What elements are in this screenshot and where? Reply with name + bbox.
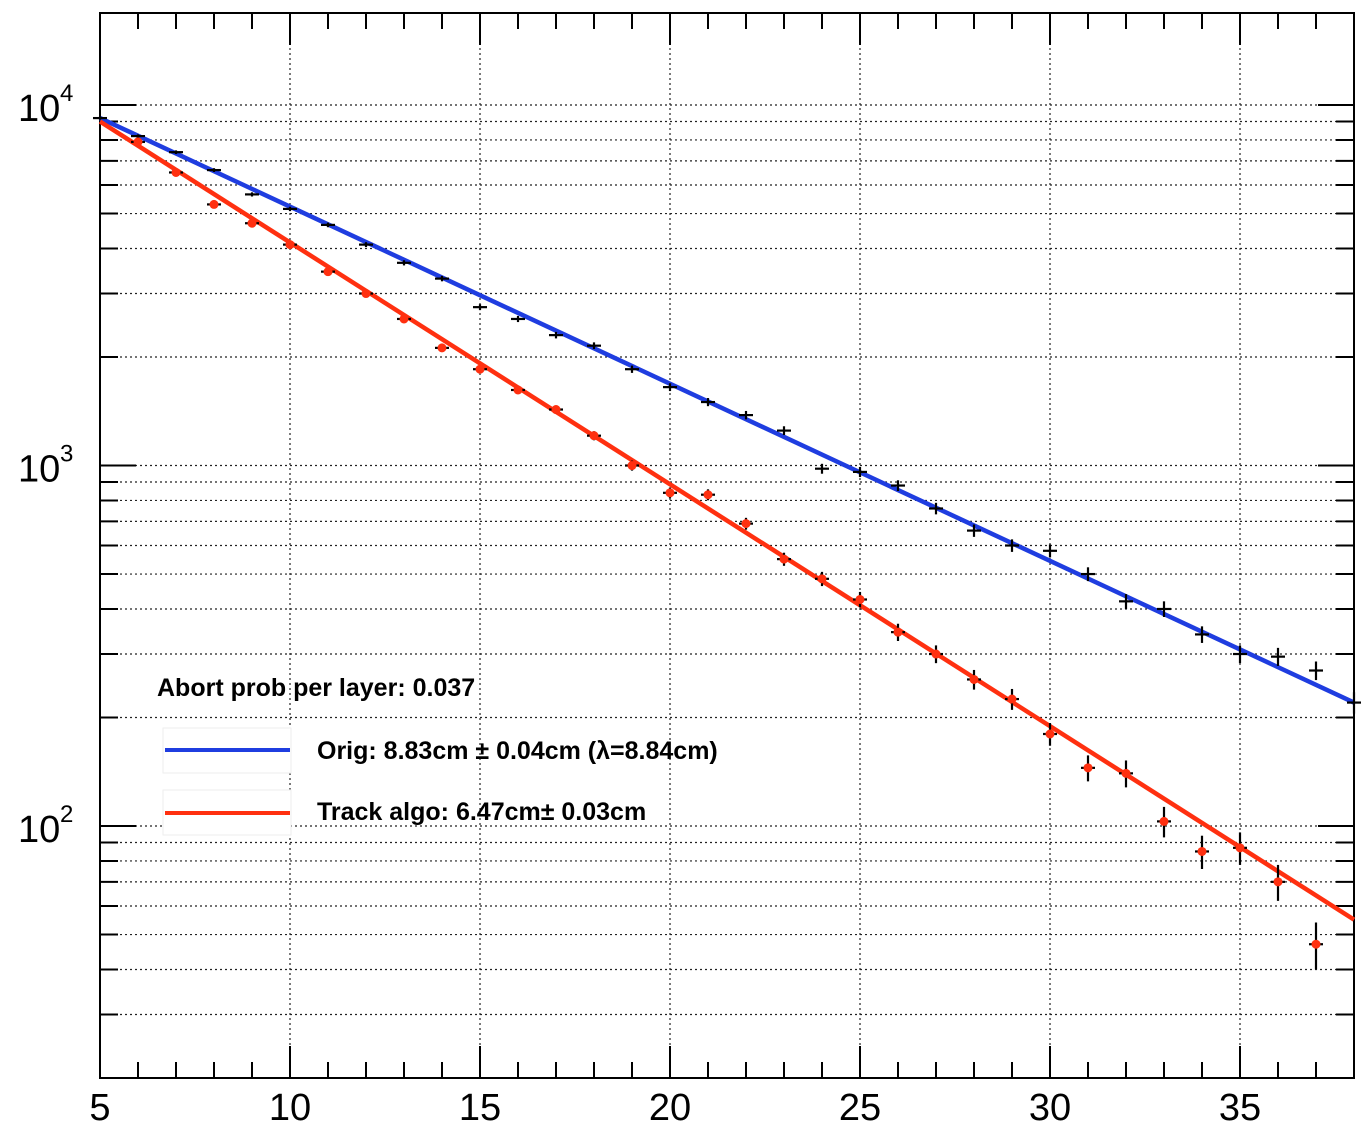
fit-line-series-0 (99, 116, 1355, 705)
fit-layer (98, 116, 1356, 922)
data-point-series-1 (133, 137, 143, 147)
data-point-series-1 (1159, 816, 1169, 826)
x-tick-label: 25 (839, 1087, 881, 1125)
y-tick-label-base: 10 (18, 809, 60, 851)
data-point-series-1 (1083, 763, 1093, 773)
data-point-series-1 (589, 431, 599, 441)
data-point-series-1 (931, 649, 941, 659)
data-point-series-1 (361, 289, 371, 299)
data-point-series-1 (855, 594, 865, 604)
points-layer (93, 116, 1361, 970)
data-point-series-1 (551, 405, 561, 415)
data-point-series-1 (285, 240, 295, 250)
data-point-series-1 (209, 199, 219, 209)
y-tick-label-base: 10 (18, 88, 60, 130)
data-point-series-1 (1197, 846, 1207, 856)
data-point-series-1 (1007, 694, 1017, 704)
data-point-series-1 (1045, 729, 1055, 739)
y-tick-label-exponent: 2 (60, 801, 73, 828)
legend-title: Abort prob per layer: 0.037 (157, 674, 475, 702)
data-point-series-1 (627, 461, 637, 471)
data-point-series-1 (247, 218, 257, 228)
data-point-series-1 (893, 627, 903, 637)
data-point-series-1 (703, 490, 713, 500)
x-tick-label: 35 (1219, 1087, 1261, 1125)
data-point-series-1 (1121, 768, 1131, 778)
legend: Abort prob per layer: 0.037 Orig: 8.83cm… (157, 674, 718, 836)
y-tick-label-exponent: 3 (60, 441, 73, 468)
y-tick-label-base: 10 (18, 449, 60, 491)
grid-layer (99, 13, 1354, 1079)
x-tick-label: 5 (89, 1087, 110, 1125)
x-tick-label: 10 (269, 1087, 311, 1125)
x-tick-label: 15 (459, 1087, 501, 1125)
data-point-series-1 (399, 314, 409, 324)
legend-label-orig: Orig: 8.83cm ± 0.04cm (λ=8.84cm) (317, 737, 718, 765)
data-point-series-1 (779, 554, 789, 564)
data-point-series-1 (1235, 843, 1245, 853)
data-point-series-1 (437, 343, 447, 353)
data-point-series-1 (969, 674, 979, 684)
legend-label-track-algo: Track algo: 6.47cm± 0.03cm (317, 798, 646, 826)
x-tick-label: 20 (649, 1087, 691, 1125)
data-point-series-1 (171, 167, 181, 177)
data-point-series-1 (817, 574, 827, 584)
data-point-series-1 (1311, 939, 1321, 949)
data-point-series-1 (475, 364, 485, 374)
data-point-series-1 (665, 488, 675, 498)
data-point-series-1 (1273, 877, 1283, 887)
data-point-series-1 (513, 385, 523, 395)
data-point-series-1 (323, 267, 333, 277)
y-tick-label-exponent: 4 (60, 80, 73, 107)
data-point-series-1 (741, 519, 751, 529)
fit-line-series-1 (98, 119, 1356, 922)
x-tick-label: 30 (1029, 1087, 1071, 1125)
